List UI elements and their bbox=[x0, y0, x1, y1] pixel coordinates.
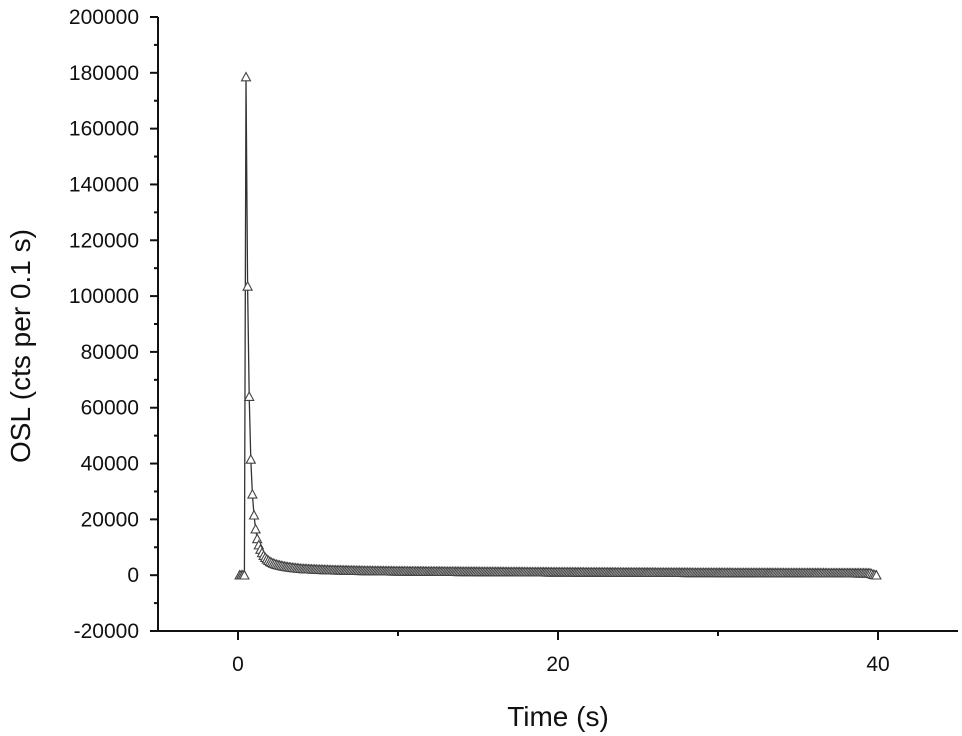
y-axis-title: OSL (cts per 0.1 s) bbox=[5, 229, 36, 463]
data-point bbox=[245, 453, 257, 464]
y-tick-label: 0 bbox=[127, 564, 139, 587]
y-tick-label: 160000 bbox=[69, 118, 139, 141]
y-tick-label: 200000 bbox=[69, 6, 139, 29]
data-point bbox=[240, 71, 252, 82]
data-point bbox=[238, 569, 250, 580]
x-axis-title: Time (s) bbox=[507, 701, 609, 732]
y-tick-label: 100000 bbox=[69, 285, 139, 308]
y-tick-label: 40000 bbox=[81, 453, 139, 476]
y-tick-label: 60000 bbox=[81, 397, 139, 420]
y-tick-label: 140000 bbox=[69, 173, 139, 196]
y-tick-label: 120000 bbox=[69, 229, 139, 252]
data-point bbox=[870, 569, 882, 580]
series-line bbox=[239, 76, 877, 576]
x-tick-label: 20 bbox=[546, 653, 569, 676]
data-point bbox=[243, 390, 255, 401]
data-point bbox=[250, 523, 262, 534]
data-point bbox=[248, 509, 260, 520]
y-tick-label: 20000 bbox=[81, 508, 139, 531]
y-tick-label: 180000 bbox=[69, 62, 139, 85]
x-tick-label: 40 bbox=[866, 653, 889, 676]
y-tick-label: -20000 bbox=[74, 620, 139, 643]
x-tick-label: 0 bbox=[232, 653, 244, 676]
ticks-layer: -20000 0 20000 40000 60000 80000 100000 120000 1… bbox=[69, 6, 890, 676]
series-layer bbox=[234, 71, 882, 580]
data-point bbox=[246, 488, 258, 499]
data-point bbox=[251, 533, 263, 544]
y-tick-label: 80000 bbox=[81, 341, 139, 364]
axes-layer bbox=[157, 17, 958, 632]
data-point bbox=[242, 280, 254, 291]
